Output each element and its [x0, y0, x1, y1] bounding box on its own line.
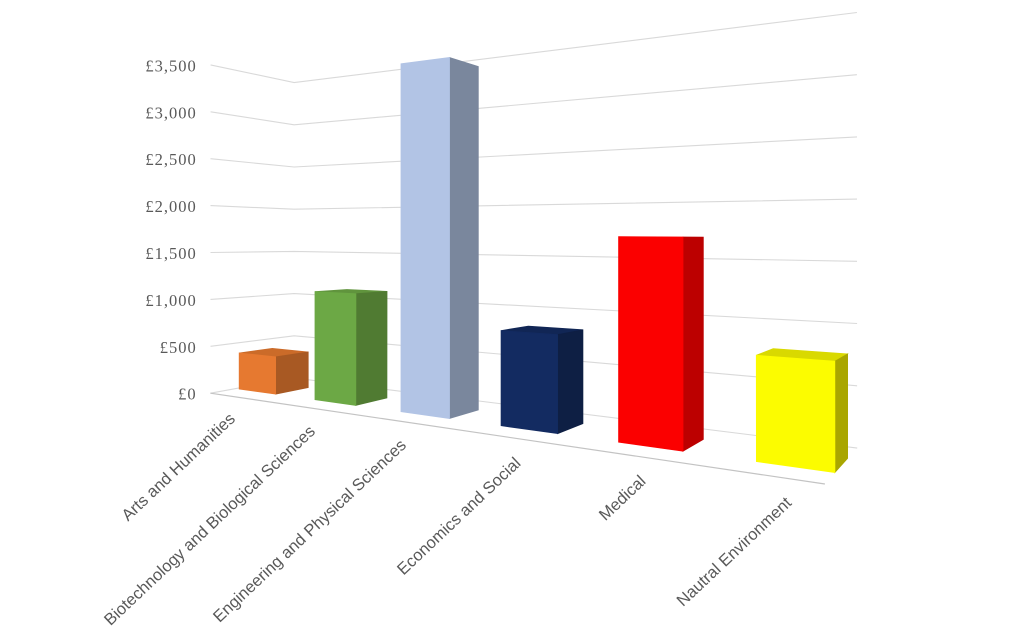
- svg-text:£0: £0: [178, 385, 197, 404]
- svg-text:£3,500: £3,500: [145, 56, 196, 75]
- svg-text:£1,000: £1,000: [145, 291, 196, 310]
- svg-text:£1,500: £1,500: [145, 244, 196, 263]
- svg-text:£500: £500: [160, 338, 197, 357]
- svg-text:£3,000: £3,000: [145, 103, 196, 122]
- svg-text:£2,500: £2,500: [145, 150, 196, 169]
- svg-text:£2,000: £2,000: [145, 197, 196, 216]
